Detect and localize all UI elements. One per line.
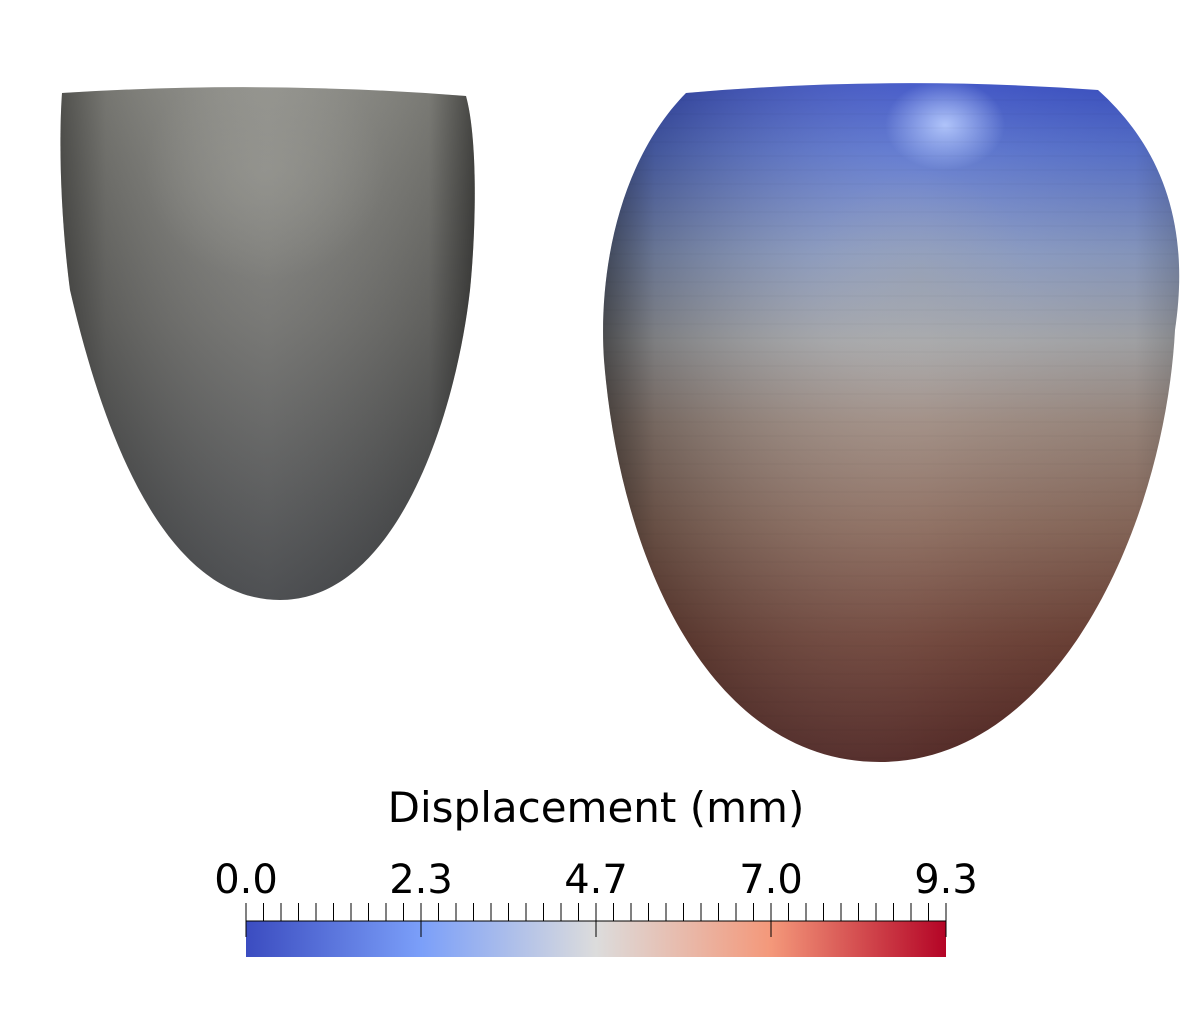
deformed-ventricle [603,83,1180,762]
colorbar-tick-label: 4.7 [564,857,628,903]
colorbar-tick-label: 2.3 [389,857,453,903]
colorbar-tick-marks [245,903,947,937]
colorbar-tick-labels: 0.0 2.3 4.7 7.0 9.3 [214,857,978,903]
colorbar-tick-label: 9.3 [914,857,978,903]
colorbar-tick-label: 7.0 [739,857,803,903]
colorbar-title: Displacement (mm) [388,783,805,832]
reference-ventricle [60,87,475,600]
color-legend: Displacement (mm) 0.0 2.3 4.7 7.0 9.3 [214,783,978,957]
colorbar-tick-label: 0.0 [214,857,278,903]
